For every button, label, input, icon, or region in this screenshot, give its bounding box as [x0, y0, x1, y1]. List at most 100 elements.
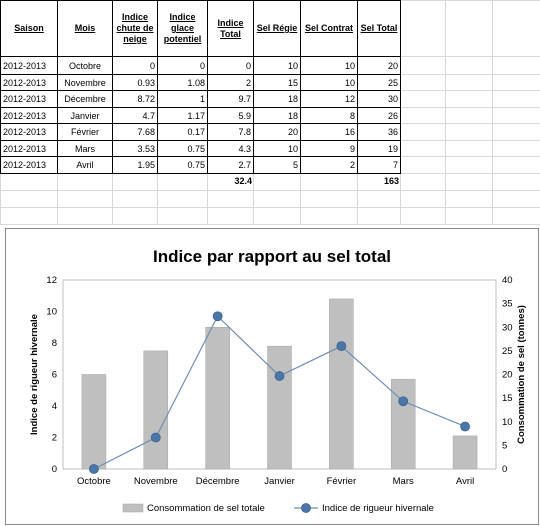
y2-tick-label: 35	[502, 299, 513, 310]
table-cell[interactable]: 10	[253, 56, 301, 75]
table-cell[interactable]: 7.68	[112, 123, 158, 141]
table-cell[interactable]: Février	[57, 123, 113, 141]
table-cell[interactable]: Sel Régie	[253, 0, 301, 57]
chart[interactable]: Indice par rapport au sel total 0 2 4 6 8 10 12…	[5, 228, 539, 525]
table-cell[interactable]: 0.75	[157, 156, 208, 174]
table-cell[interactable]: 0	[112, 56, 158, 75]
table-cell[interactable]: Décembre	[57, 90, 113, 108]
table-cell[interactable]: 10	[300, 74, 358, 91]
grid-line-v	[492, 0, 493, 224]
x-tick-label: Novembre	[134, 476, 178, 487]
line-point-1	[150, 432, 161, 443]
line-point-5	[398, 396, 409, 407]
table-cell[interactable]: 1.17	[157, 107, 208, 124]
table-cell[interactable]: 19	[357, 140, 401, 157]
table-cell[interactable]: Novembre	[57, 74, 113, 91]
table-cell[interactable]: Sel Total	[357, 0, 401, 57]
bar-1	[143, 350, 169, 470]
y2-tick-label: 5	[502, 440, 507, 451]
table-cell[interactable]: Sel Contrat	[300, 0, 358, 57]
table-cell[interactable]: 32.4	[234, 176, 252, 186]
table-cell[interactable]: 8	[300, 107, 358, 124]
y2-axis-label: Consommation de sel (tonnes)	[516, 305, 527, 444]
legend-line-label: Indice de rigueur hivernale	[322, 503, 434, 514]
line-point-3	[274, 371, 285, 381]
table-cell[interactable]: 7	[357, 156, 401, 174]
bar-6	[452, 435, 478, 470]
x-tick-label: Février	[327, 476, 357, 487]
table-cell[interactable]: 1	[157, 90, 208, 108]
table-cell[interactable]: Mois	[57, 0, 113, 57]
y-tick-label: 12	[46, 275, 57, 286]
grid-line-h	[0, 224, 540, 225]
y2-tick-label: 0	[502, 464, 507, 475]
table-cell[interactable]: 5	[253, 156, 301, 174]
table-cell[interactable]: 10	[253, 140, 301, 157]
table-cell[interactable]: 12	[300, 90, 358, 108]
table-cell[interactable]: Octobre	[57, 56, 113, 75]
table-cell[interactable]: 0.17	[157, 123, 208, 141]
y-tick-label: 2	[52, 433, 57, 444]
table-cell[interactable]: 16	[300, 123, 358, 141]
table-cell[interactable]: 2	[300, 156, 358, 174]
table-cell[interactable]: 8.72	[112, 90, 158, 108]
table-cell[interactable]: 20	[253, 123, 301, 141]
table-cell[interactable]: 2012-2013	[0, 90, 58, 108]
legend-bar-swatch	[122, 503, 144, 513]
table-cell[interactable]: 36	[357, 123, 401, 141]
x-tick-label: Janvier	[264, 476, 295, 487]
table-cell[interactable]: 10	[300, 56, 358, 75]
chart-svg: Indice par rapport au sel total 0 2 4 6 8 10 12…	[29, 247, 527, 514]
table-cell[interactable]: 25	[357, 74, 401, 91]
table-cell[interactable]: 4.7	[112, 107, 158, 124]
table-cell[interactable]: Indice glace potentiel	[157, 0, 208, 57]
table-cell[interactable]: 20	[357, 56, 401, 75]
table-cell[interactable]: 1.08	[157, 74, 208, 91]
table-cell[interactable]: 26	[357, 107, 401, 124]
bar-4	[329, 298, 354, 470]
table-cell[interactable]: 15	[253, 74, 301, 91]
table-cell[interactable]: 163	[383, 176, 399, 186]
table-cell[interactable]: 2012-2013	[0, 107, 58, 124]
table-cell[interactable]: 7.8	[207, 123, 254, 141]
table-cell[interactable]: 30	[357, 90, 401, 108]
table-cell[interactable]: Mars	[57, 140, 113, 157]
y-axis-label: Indice de rigueur hivernale	[29, 314, 40, 435]
y2-tick-label: 20	[502, 370, 513, 381]
chart-title: Indice par rapport au sel total	[153, 247, 391, 266]
grid-line-h	[0, 207, 540, 208]
y2-tick-label: 40	[502, 275, 513, 286]
table-cell[interactable]: 5.9	[207, 107, 254, 124]
table-cell[interactable]: 2.7	[207, 156, 254, 174]
y2-tick-label: 25	[502, 346, 513, 357]
table-cell[interactable]: 3.53	[112, 140, 158, 157]
table-cell[interactable]: Saison	[0, 0, 58, 57]
bar-0	[81, 374, 107, 470]
table-cell[interactable]: Indice Total	[207, 0, 254, 57]
table-cell[interactable]: 1.95	[112, 156, 158, 174]
table-cell[interactable]: 2012-2013	[0, 74, 58, 91]
table-cell[interactable]: 0.93	[112, 74, 158, 91]
table-cell[interactable]: 2	[207, 74, 254, 91]
table-cell[interactable]: 2012-2013	[0, 123, 58, 141]
table-cell[interactable]: 9.7	[207, 90, 254, 108]
table-cell[interactable]: 2012-2013	[0, 156, 58, 174]
table-cell[interactable]: 0	[207, 56, 254, 75]
table-cell[interactable]: Avril	[57, 156, 113, 174]
table-cell[interactable]: Indice chute de neige	[112, 0, 158, 57]
y-tick-label: 0	[52, 464, 57, 475]
table-cell[interactable]: 4.3	[207, 140, 254, 157]
line-point-0	[89, 464, 99, 474]
table-cell[interactable]: 18	[253, 90, 301, 108]
y2-tick-label: 30	[502, 322, 513, 333]
table-cell[interactable]: 2012-2013	[0, 140, 58, 157]
bar-5	[390, 378, 416, 470]
table-cell[interactable]: 18	[253, 107, 301, 124]
x-tick-label: Mars	[393, 476, 414, 487]
table-cell[interactable]: 0.75	[157, 140, 208, 157]
table-cell[interactable]: 0	[157, 56, 208, 75]
table-cell[interactable]: 2012-2013	[0, 56, 58, 75]
table-cell[interactable]: Janvier	[57, 107, 113, 124]
grid-line-h	[0, 190, 540, 191]
table-cell[interactable]: 9	[300, 140, 358, 157]
